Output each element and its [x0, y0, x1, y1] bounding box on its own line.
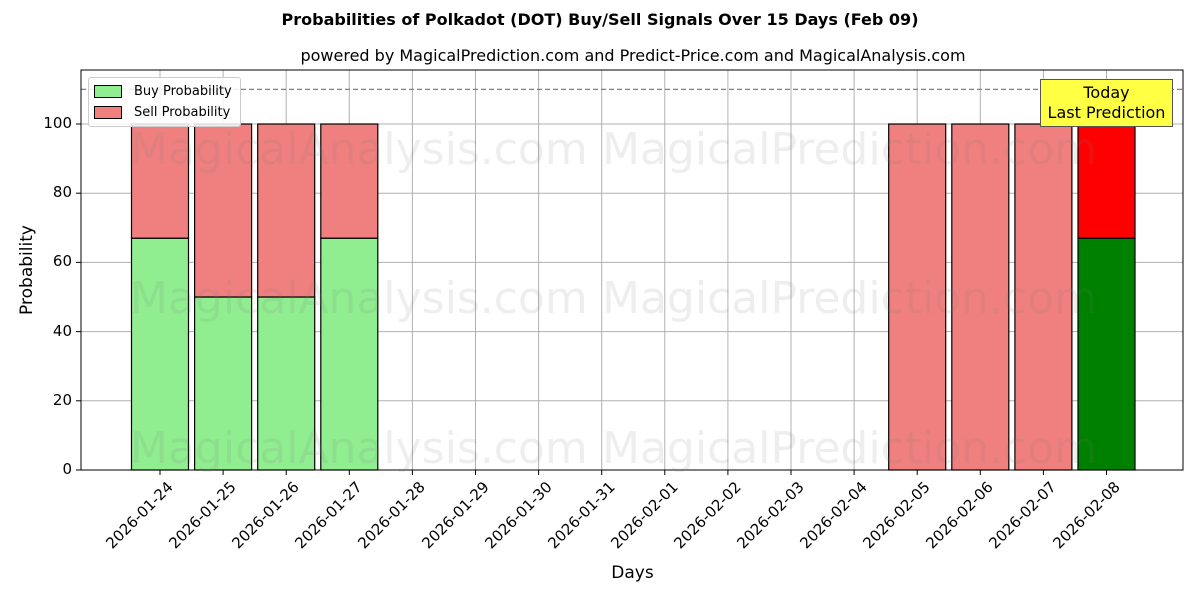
- legend: Buy Probability Sell Probability: [88, 77, 241, 127]
- bar-buy: [130, 237, 190, 471]
- y-tick-label: 0: [62, 460, 72, 478]
- watermark: MagicalPrediction.com: [602, 423, 1097, 474]
- legend-item-sell: Sell Probability: [94, 102, 232, 123]
- axes-frame: [80, 69, 1184, 471]
- watermark: MagicalAnalysis.com: [130, 273, 588, 324]
- chart-title: Probabilities of Polkadot (DOT) Buy/Sell…: [281, 10, 919, 29]
- buy-swatch: [94, 85, 122, 98]
- watermark: MagicalAnalysis.com: [130, 124, 588, 175]
- bar-sell: [320, 123, 379, 239]
- y-axis-label: Probability: [17, 225, 37, 315]
- y-tick-label: 20: [52, 390, 72, 409]
- bar-sell: [1014, 123, 1073, 471]
- y-tick-label: 40: [52, 321, 72, 340]
- y-tick-label: 60: [52, 252, 72, 271]
- legend-item-buy: Buy Probability: [94, 81, 232, 102]
- watermark: MagicalPrediction.com: [602, 124, 1097, 175]
- today-line1: Today: [1083, 83, 1130, 102]
- x-axis-label: Days: [611, 563, 654, 583]
- y-tick-label: 80: [52, 183, 72, 202]
- bar-buy: [320, 237, 379, 471]
- bar-sell: [1077, 123, 1136, 239]
- sell-swatch: [94, 106, 122, 119]
- legend-buy-label: Buy Probability: [134, 84, 232, 99]
- y-tick-label: 100: [43, 114, 72, 132]
- bar-sell: [194, 123, 253, 298]
- today-line2: Last Prediction: [1047, 103, 1166, 122]
- today-annotation: Today Last Prediction: [1040, 79, 1173, 127]
- watermark: MagicalPrediction.com: [602, 273, 1097, 324]
- bar-sell: [257, 123, 316, 298]
- bar-sell: [951, 123, 1010, 471]
- chart-subtitle: powered by MagicalPrediction.com and Pre…: [300, 46, 966, 65]
- watermark: MagicalAnalysis.com: [130, 423, 588, 474]
- legend-sell-label: Sell Probability: [134, 105, 231, 120]
